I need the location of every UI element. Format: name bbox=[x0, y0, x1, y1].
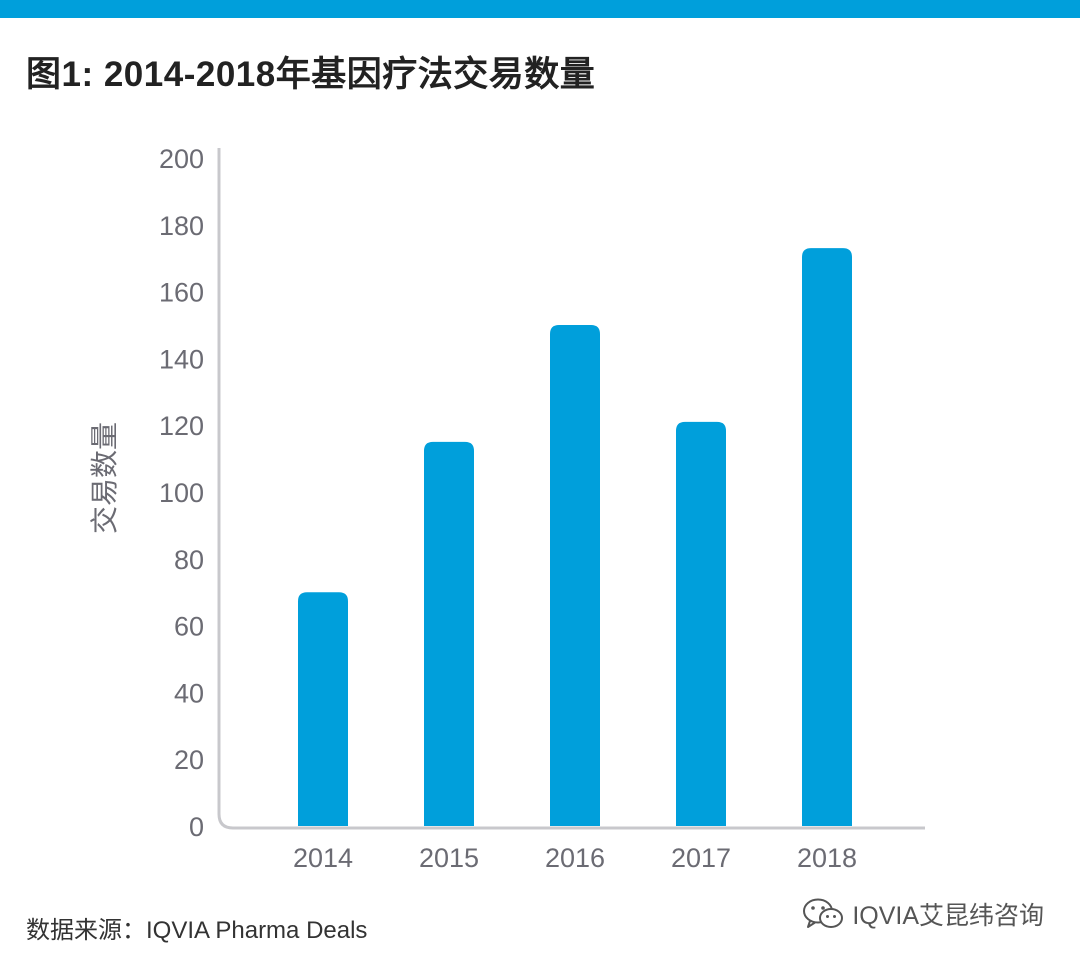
x-tick-label: 2014 bbox=[293, 843, 353, 873]
y-axis-title: 交易数量 bbox=[88, 422, 121, 534]
axis-lines bbox=[217, 148, 925, 830]
y-tick-label: 120 bbox=[159, 411, 204, 441]
bar-2015 bbox=[424, 441, 474, 826]
y-tick-label: 160 bbox=[159, 278, 204, 308]
y-tick-label: 40 bbox=[174, 678, 204, 708]
y-tick-label: 0 bbox=[189, 812, 204, 842]
x-tick-label: 2015 bbox=[419, 843, 479, 873]
x-tick-label: 2018 bbox=[797, 843, 857, 873]
y-tick-label: 140 bbox=[159, 344, 204, 374]
y-tick-label: 100 bbox=[159, 478, 204, 508]
top-accent-bar bbox=[0, 0, 1080, 18]
bar-2017 bbox=[676, 421, 726, 826]
chart-title: 图1: 2014-2018年基因疗法交易数量 bbox=[26, 55, 596, 94]
bar-2016 bbox=[550, 325, 600, 826]
bar-2014 bbox=[298, 592, 348, 826]
x-tick-label: 2016 bbox=[545, 843, 605, 873]
x-tick-label: 2017 bbox=[671, 843, 731, 873]
y-tick-label: 180 bbox=[159, 211, 204, 241]
source-note: 数据来源：IQVIA Pharma Deals bbox=[26, 917, 368, 944]
y-tick-label: 200 bbox=[159, 144, 204, 174]
y-tick-label: 80 bbox=[174, 545, 204, 575]
wechat-icon bbox=[803, 898, 844, 928]
bar-2018 bbox=[802, 248, 852, 826]
y-tick-label: 20 bbox=[174, 745, 204, 775]
y-tick-label: 60 bbox=[174, 612, 204, 642]
watermark: IQVIA艾昆纬咨询 bbox=[802, 896, 1044, 932]
watermark-text: IQVIA艾昆纬咨询 bbox=[852, 902, 1044, 930]
